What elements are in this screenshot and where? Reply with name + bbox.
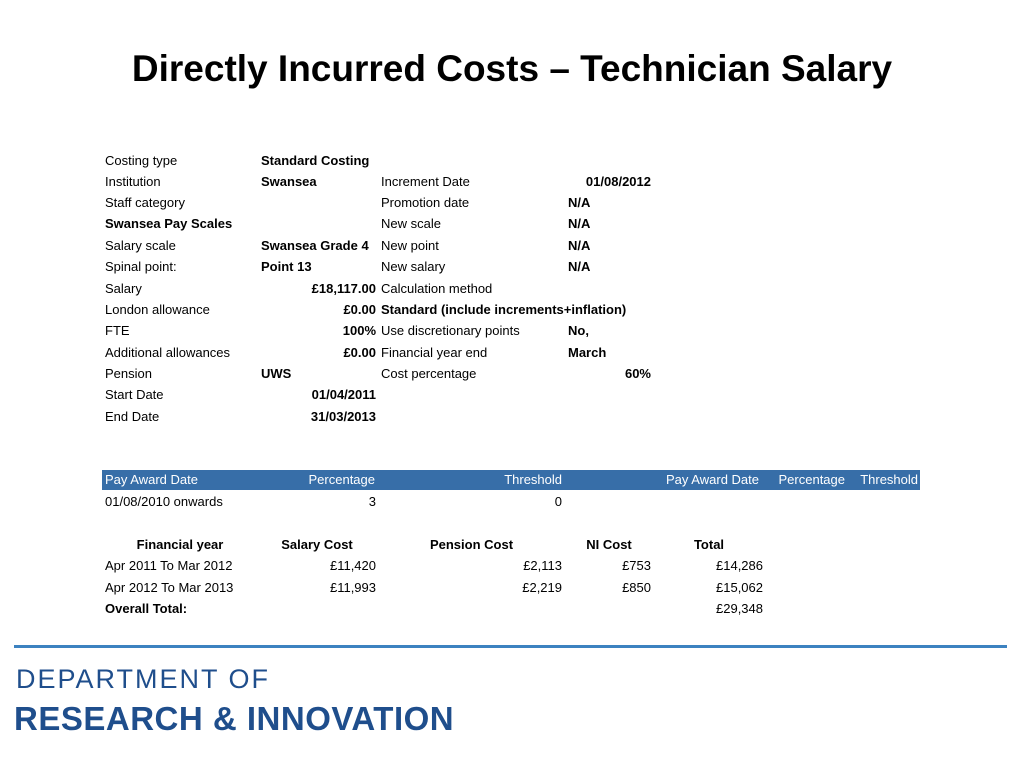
value-spinal-point: Point 13 (261, 259, 312, 274)
value-institution: Swansea (261, 174, 317, 189)
pay-award-header (102, 470, 920, 490)
fin-row-pension: £2,113 (523, 558, 562, 573)
pay-award-row-threshold: 0 (554, 494, 562, 509)
footer-department-line1: DEPARTMENT OF (16, 664, 271, 694)
value-salary-scale: Swansea Grade 4 (261, 238, 369, 253)
fin-row-ni: £850 (622, 580, 651, 595)
fin-row-ni: £753 (622, 558, 651, 573)
fin-header-salary: Salary Cost (281, 537, 353, 552)
value-new-scale: N/A (568, 216, 591, 231)
value-london-allowance: £0.00 (343, 302, 376, 317)
fin-header-total: Total (693, 537, 725, 552)
value-salary: £18,117.00 (311, 281, 376, 296)
value-fte: 100% (342, 323, 376, 338)
value-start-date: 01/04/2011 (311, 387, 376, 402)
pay-award-header-date-2: Pay Award Date (666, 472, 759, 487)
fin-header-pension: Pension Cost (429, 537, 514, 552)
value-financial-year-end: March (568, 345, 607, 360)
pay-award-row-percentage: 3 (368, 494, 376, 509)
value-increment-date: 01/08/2012 (585, 174, 651, 189)
value-pension: UWS (261, 366, 292, 381)
pay-award-header-date: Pay Award Date (105, 472, 198, 487)
label-pay-scales: Swansea Pay Scales (105, 216, 233, 231)
label-pension: Pension (105, 366, 152, 381)
label-institution: Institution (105, 174, 161, 189)
page-title: Directly Incurred Costs – Technician Sal… (131, 48, 893, 89)
label-new-point: New point (381, 238, 439, 253)
label-new-salary: New salary (381, 259, 446, 274)
label-fte: FTE (105, 323, 130, 338)
pay-award-row-date: 01/08/2010 onwards (105, 494, 223, 509)
overall-total-label: Overall Total: (105, 601, 188, 616)
label-spinal-point: Spinal point: (105, 259, 177, 274)
label-end-date: End Date (105, 409, 160, 424)
label-additional-allowances: Additional allowances (105, 345, 231, 360)
fin-row-total: £15,062 (716, 580, 763, 595)
label-salary: Salary (105, 281, 142, 296)
value-cost-percentage: 60% (624, 366, 651, 381)
label-salary-scale: Salary scale (105, 238, 176, 253)
value-promotion-date: N/A (568, 195, 591, 210)
fin-row-year: Apr 2012 To Mar 2013 (105, 580, 234, 595)
value-new-point: N/A (568, 238, 591, 253)
label-new-scale: New scale (381, 216, 441, 231)
fin-header-ni: NI Cost (586, 537, 632, 552)
label-calculation-method: Calculation method (381, 281, 493, 296)
value-discretionary-points: No, (568, 323, 589, 338)
value-costing-type: Standard Costing (261, 153, 370, 168)
pay-award-header-percentage-2: Percentage (778, 472, 846, 487)
label-promotion-date: Promotion date (381, 195, 470, 210)
fin-row-year: Apr 2011 To Mar 2012 (105, 558, 233, 573)
label-start-date: Start Date (105, 387, 164, 402)
pay-award-header-threshold-2: Threshold (860, 472, 918, 487)
label-discretionary-points: Use discretionary points (381, 323, 520, 338)
label-staff-category: Staff category (105, 195, 185, 210)
label-cost-percentage: Cost percentage (381, 366, 477, 381)
label-increment-date: Increment Date (381, 174, 470, 189)
fin-row-salary: £11,993 (329, 580, 376, 595)
fin-row-total: £14,286 (716, 558, 763, 573)
fin-header-year: Financial year (136, 537, 224, 552)
label-financial-year-end: Financial year end (381, 345, 488, 360)
value-end-date: 31/03/2013 (310, 409, 376, 424)
fin-row-pension: £2,219 (522, 580, 562, 595)
footer-department-line2: RESEARCH & INNOVATION (14, 700, 455, 737)
label-costing-type: Costing type (105, 153, 178, 168)
pay-award-header-percentage: Percentage (308, 472, 376, 487)
fin-row-salary: £11,420 (329, 558, 376, 573)
overall-total-value: £29,348 (716, 601, 763, 616)
value-calculation-method: Standard (include increments+inflation) (381, 302, 627, 317)
value-additional-allowances: £0.00 (343, 345, 376, 360)
footer-divider (14, 645, 1007, 648)
label-london-allowance: London allowance (105, 302, 210, 317)
value-new-salary: N/A (568, 259, 591, 274)
pay-award-header-threshold: Threshold (504, 472, 562, 487)
